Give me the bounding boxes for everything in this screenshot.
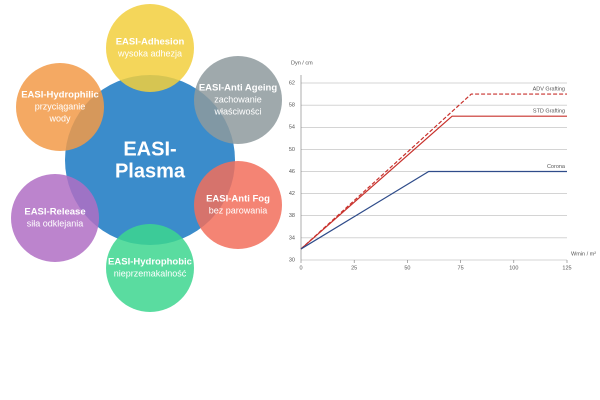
node-subtitle: bez parowania <box>209 205 268 215</box>
node-subtitle: nieprzemakalność <box>114 268 187 278</box>
x-tick-label: 75 <box>458 265 464 271</box>
node-title: EASI-Release <box>24 207 85 218</box>
node-title: EASI-Hydrophilic <box>21 90 99 101</box>
center-label: Plasma <box>115 160 186 182</box>
node-subtitle: właściwości <box>213 106 261 116</box>
node-circle <box>16 63 104 151</box>
node-circle <box>11 174 99 262</box>
y-tick-label: 50 <box>289 147 295 153</box>
series-line <box>300 170 567 250</box>
series-line <box>300 115 567 250</box>
center-circle <box>65 75 235 245</box>
node-subtitle: wody <box>48 113 71 123</box>
y-tick-label: 38 <box>289 213 295 219</box>
node-subtitle: przyciąganie <box>35 101 86 111</box>
node-circle <box>106 224 194 312</box>
node-circle <box>194 161 282 249</box>
y-tick-label: 42 <box>289 191 295 197</box>
node-subtitle: wysoka adhezja <box>117 48 182 58</box>
y-tick-label: 30 <box>289 257 295 263</box>
x-tick-label: 125 <box>562 265 571 271</box>
y-axis-label: Dyn / cm <box>291 60 313 66</box>
node-title: EASI-Adhesion <box>116 37 185 48</box>
node-circle <box>194 56 282 144</box>
x-axis-label: Wmin / m² <box>571 251 596 257</box>
legend-label: ADV Grafting <box>533 87 565 93</box>
series-line <box>300 93 567 250</box>
node-title: EASI-Hydrophobic <box>108 257 192 268</box>
y-tick-label: 58 <box>289 103 295 109</box>
y-tick-label: 34 <box>289 235 295 241</box>
y-tick-label: 46 <box>289 169 295 175</box>
center-label: EASI- <box>123 138 176 160</box>
y-tick-label: 54 <box>289 125 295 131</box>
node-title: EASI-Anti Ageing <box>199 83 277 94</box>
node-subtitle: siła odklejania <box>27 218 84 228</box>
node-circle <box>106 4 194 92</box>
legend-label: Corona <box>547 164 566 170</box>
node-title: EASI-Anti Fog <box>206 194 270 205</box>
legend-label: STD Grafting <box>533 109 565 115</box>
node-subtitle: zachowanie <box>214 94 262 104</box>
x-tick-label: 50 <box>404 265 410 271</box>
x-tick-label: 25 <box>351 265 357 271</box>
x-tick-label: 100 <box>509 265 518 271</box>
y-tick-label: 62 <box>289 80 295 86</box>
x-tick-label: 0 <box>299 265 302 271</box>
